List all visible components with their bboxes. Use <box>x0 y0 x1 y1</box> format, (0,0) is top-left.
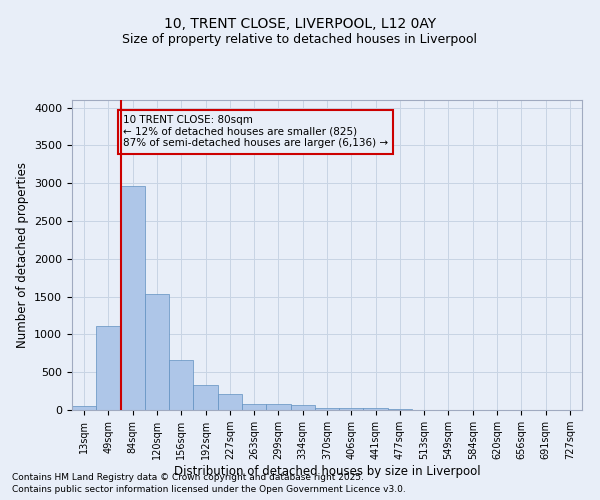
Bar <box>145 294 169 410</box>
Bar <box>96 326 121 410</box>
Bar <box>315 408 339 410</box>
Bar <box>339 408 364 410</box>
Bar <box>72 406 96 410</box>
Text: 10 TRENT CLOSE: 80sqm
← 12% of detached houses are smaller (825)
87% of semi-det: 10 TRENT CLOSE: 80sqm ← 12% of detached … <box>123 115 388 148</box>
Bar <box>121 186 145 410</box>
Bar <box>364 408 388 410</box>
Bar <box>169 360 193 410</box>
Bar <box>290 405 315 410</box>
Text: 10, TRENT CLOSE, LIVERPOOL, L12 0AY: 10, TRENT CLOSE, LIVERPOOL, L12 0AY <box>164 18 436 32</box>
Bar <box>193 384 218 410</box>
Text: Size of property relative to detached houses in Liverpool: Size of property relative to detached ho… <box>122 32 478 46</box>
X-axis label: Distribution of detached houses by size in Liverpool: Distribution of detached houses by size … <box>173 465 481 478</box>
Y-axis label: Number of detached properties: Number of detached properties <box>16 162 29 348</box>
Bar <box>388 409 412 410</box>
Text: Contains HM Land Registry data © Crown copyright and database right 2025.: Contains HM Land Registry data © Crown c… <box>12 472 364 482</box>
Bar <box>242 404 266 410</box>
Text: Contains public sector information licensed under the Open Government Licence v3: Contains public sector information licen… <box>12 485 406 494</box>
Bar <box>266 404 290 410</box>
Bar <box>218 394 242 410</box>
